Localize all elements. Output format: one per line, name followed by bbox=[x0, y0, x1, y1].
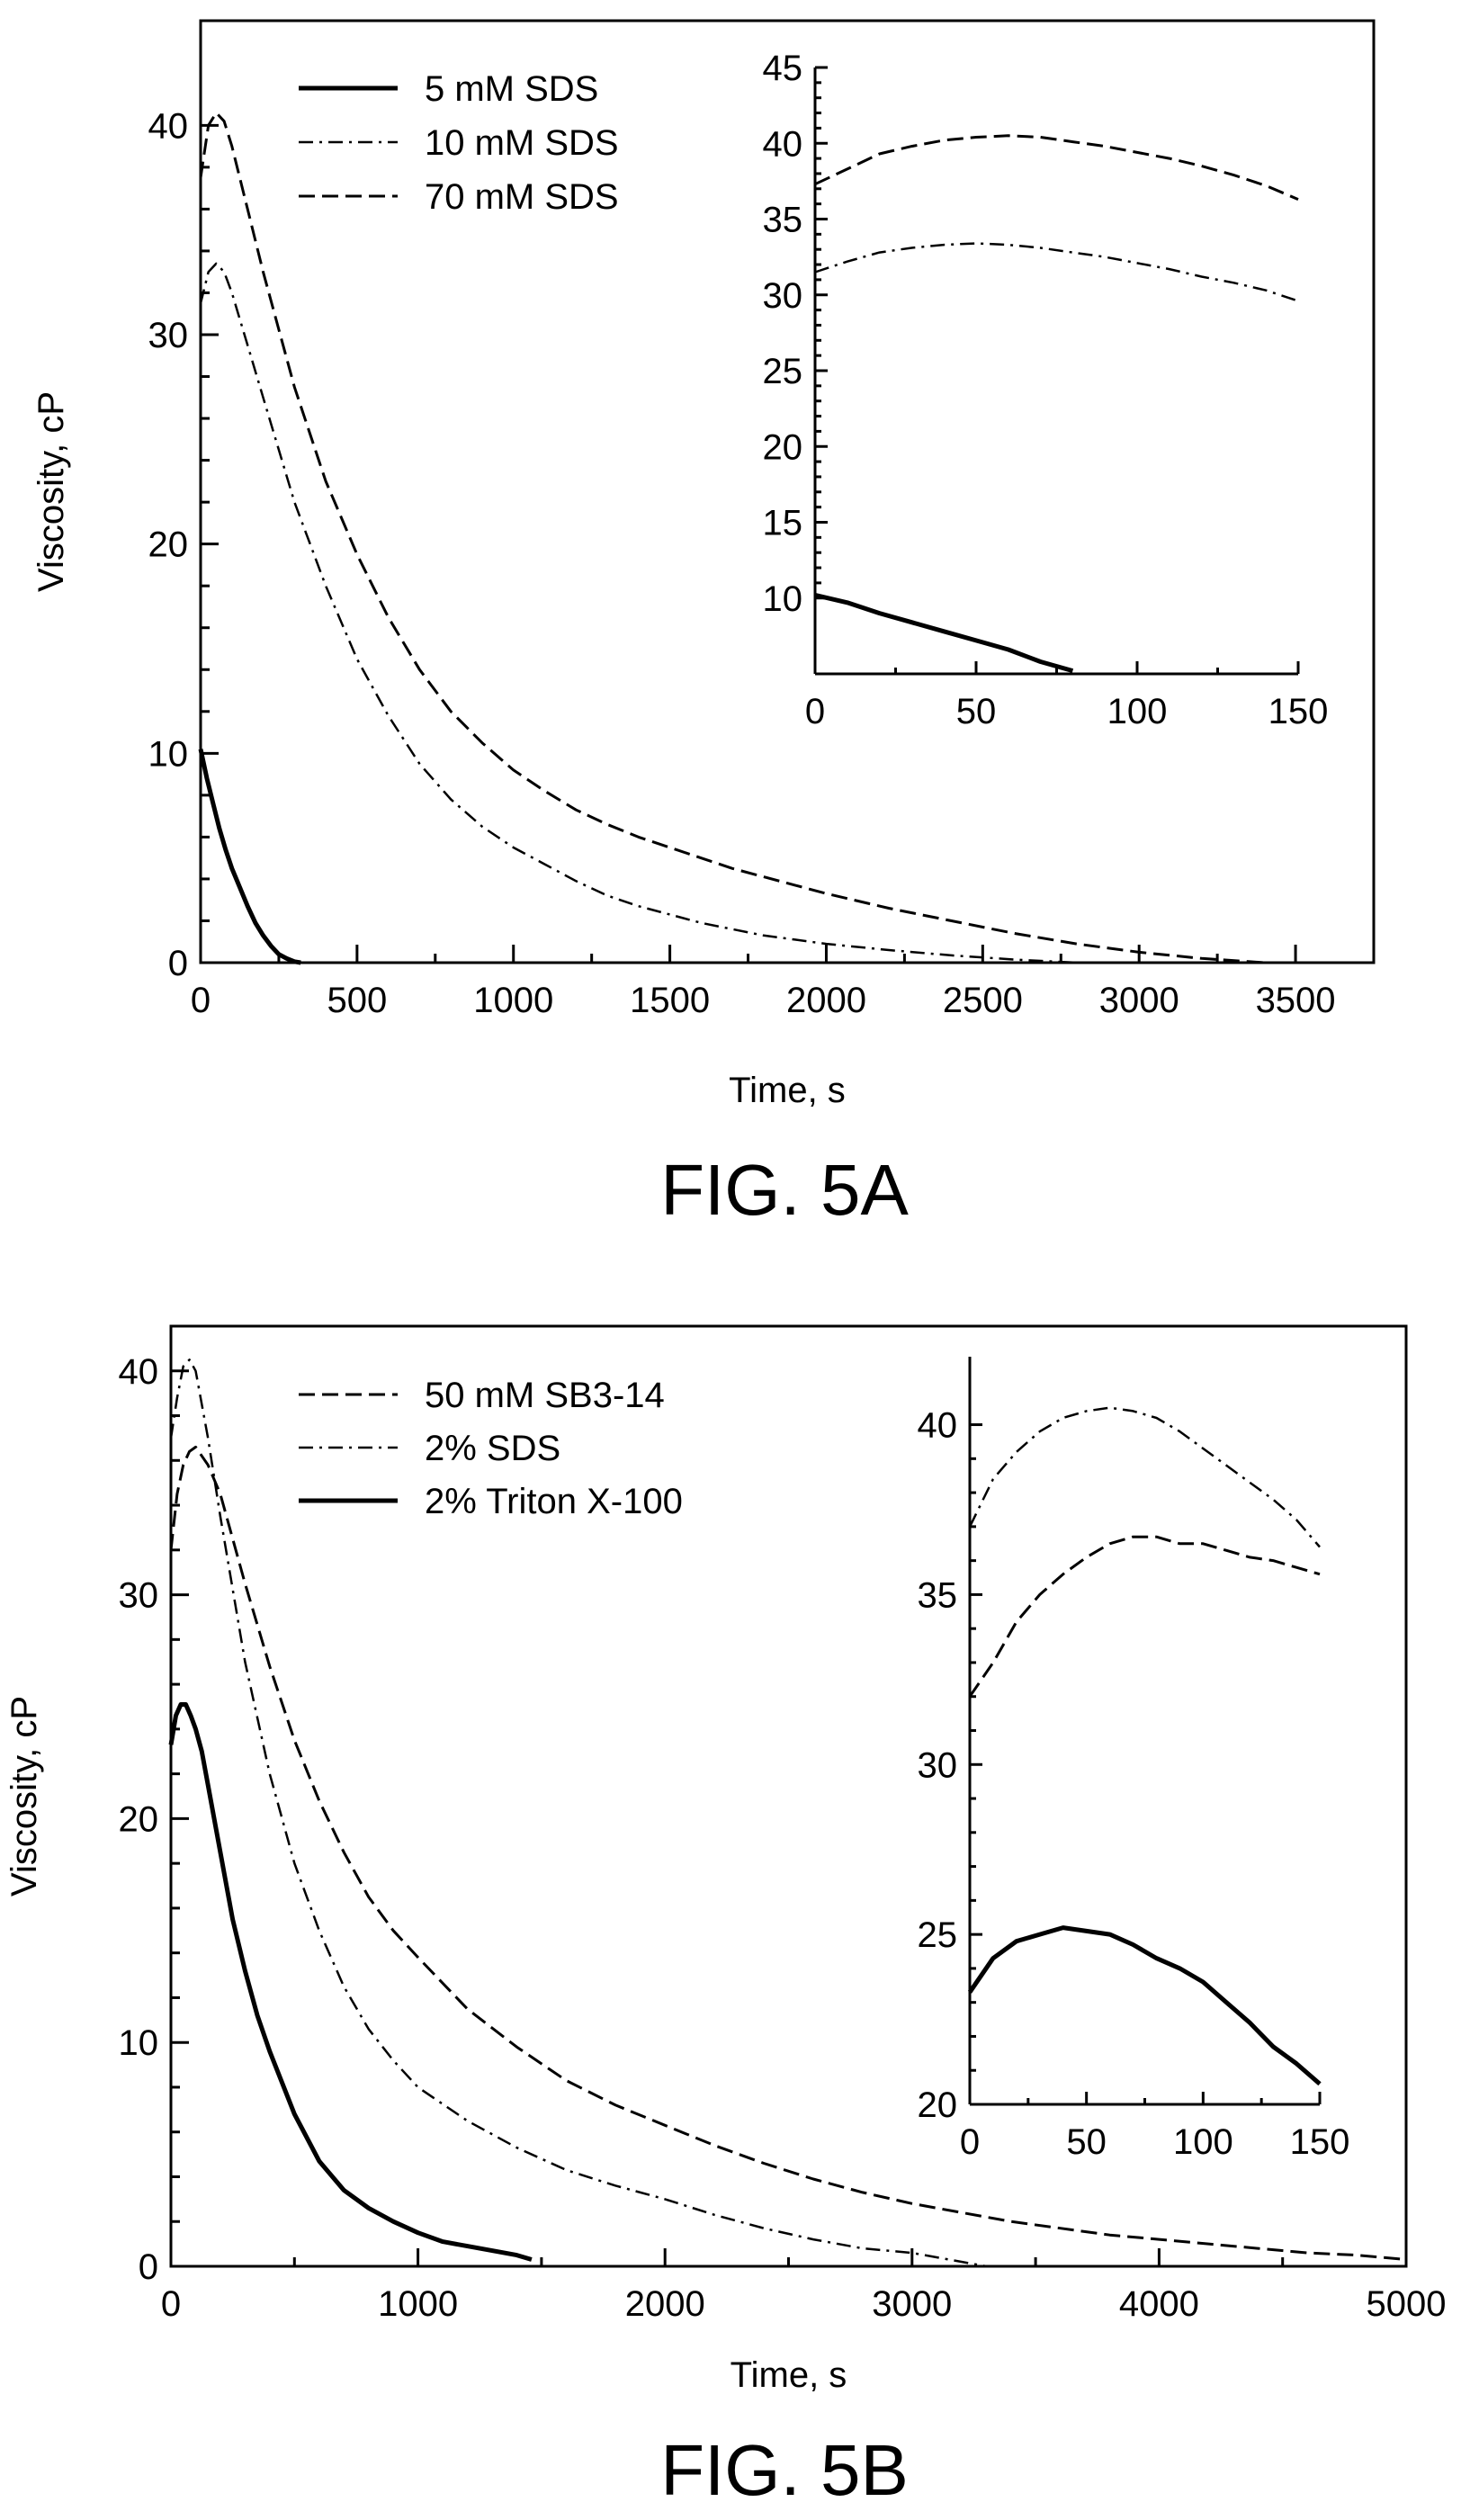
inset-y-tick-label: 45 bbox=[763, 49, 803, 88]
main-plot-frame bbox=[199, 19, 1376, 964]
main-x-tick-label: 500 bbox=[327, 981, 387, 1020]
figure-caption: FIG. 5A bbox=[660, 1150, 909, 1230]
main-x-tick-label: 1000 bbox=[378, 2284, 458, 2324]
inset-chart: 0 50 100 150 20 25 30 35 40 bbox=[918, 1357, 1350, 2162]
inset-series-line bbox=[967, 1925, 1322, 2086]
main-x-tick-label: 1500 bbox=[630, 981, 710, 1020]
inset-y-tick-label: 10 bbox=[763, 579, 803, 619]
main-x-tick-label: 2000 bbox=[625, 2284, 705, 2324]
legend-label: 2% SDS bbox=[425, 1429, 560, 1468]
legend-label: 5 mM SDS bbox=[425, 69, 598, 109]
inset-y-tick-label: 20 bbox=[918, 2085, 958, 2125]
main-y-tick-label: 20 bbox=[119, 1799, 159, 1839]
inset-series-line bbox=[814, 242, 1299, 302]
main-x-tick-label: 0 bbox=[191, 981, 211, 1020]
inset-x-tick-label: 50 bbox=[956, 692, 997, 731]
inset-y-tick-label: 40 bbox=[918, 1406, 958, 1446]
main-x-tick-label: 2500 bbox=[943, 981, 1023, 1020]
y-axis-label: Viscosity, cP bbox=[31, 391, 71, 592]
main-y-tick-label: 10 bbox=[119, 2023, 159, 2063]
main-y-tick-label: 20 bbox=[148, 525, 189, 565]
inset-y-tick-label: 25 bbox=[918, 1915, 958, 1955]
legend-label: 10 mM SDS bbox=[425, 123, 619, 163]
main-series-line bbox=[198, 749, 301, 965]
inset-series-line bbox=[968, 1535, 1321, 1698]
main-x-tick-label: 5000 bbox=[1367, 2284, 1447, 2324]
inset-y-tick-label: 20 bbox=[763, 427, 803, 467]
main-y-tick-label: 10 bbox=[148, 734, 189, 774]
inset-x-tick-label: 0 bbox=[805, 692, 825, 731]
inset-series-line bbox=[814, 134, 1299, 201]
figure-caption: FIG. 5B bbox=[660, 2430, 909, 2510]
inset-y-tick-label: 40 bbox=[763, 124, 803, 164]
inset-chart: 0 50 100 150 10 15 20 25 30 35 40 45 bbox=[763, 49, 1329, 731]
figure-5a-panel: 0 500 1000 1500 2000 2500 3000 3500010203040Tim… bbox=[31, 19, 1376, 1230]
inset-x-tick-label: 0 bbox=[960, 2122, 980, 2162]
main-y-tick-label: 0 bbox=[139, 2247, 158, 2287]
inset-y-tick-label: 15 bbox=[763, 504, 803, 543]
inset-x-tick-label: 150 bbox=[1268, 692, 1329, 731]
main-y-tick-label: 40 bbox=[148, 106, 189, 146]
legend: 5 mM SDS 10 mM SDS 70 mM SDS bbox=[299, 69, 619, 217]
inset-y-tick-label: 30 bbox=[763, 276, 803, 316]
main-x-tick-label: 4000 bbox=[1119, 2284, 1199, 2324]
main-x-tick-label: 1000 bbox=[473, 981, 553, 1020]
inset-series-line bbox=[814, 592, 1074, 674]
main-x-tick-label: 2000 bbox=[786, 981, 866, 1020]
main-x-tick-label: 3500 bbox=[1256, 981, 1336, 1020]
legend-label: 70 mM SDS bbox=[425, 177, 619, 217]
inset-y-tick-label: 25 bbox=[763, 352, 803, 391]
main-y-tick-label: 30 bbox=[148, 316, 189, 355]
x-axis-label: Time, s bbox=[731, 2355, 847, 2395]
legend: 50 mM SB3-14 2% SDS 2% Triton X-100 bbox=[299, 1376, 683, 1521]
inset-x-tick-label: 100 bbox=[1173, 2122, 1233, 2162]
legend-label: 2% Triton X-100 bbox=[425, 1482, 683, 1521]
inset-x-tick-label: 100 bbox=[1107, 692, 1168, 731]
main-series-line bbox=[168, 1702, 533, 2262]
legend-label: 50 mM SB3-14 bbox=[425, 1376, 665, 1415]
main-series-line bbox=[199, 111, 1265, 964]
inset-x-tick-label: 50 bbox=[1066, 2122, 1107, 2162]
main-y-tick-label: 30 bbox=[119, 1576, 159, 1616]
inset-y-tick-label: 35 bbox=[763, 201, 803, 240]
y-axis-label: Viscosity, cP bbox=[4, 1696, 44, 1897]
inset-series-line bbox=[968, 1406, 1321, 1548]
inset-y-tick-label: 35 bbox=[918, 1575, 958, 1615]
main-x-tick-label: 3000 bbox=[1099, 981, 1179, 1020]
main-x-tick-label: 0 bbox=[161, 2284, 181, 2324]
inset-y-tick-label: 30 bbox=[918, 1745, 958, 1785]
main-x-tick-label: 3000 bbox=[872, 2284, 952, 2324]
main-series-line bbox=[199, 262, 1077, 964]
main-y-tick-label: 0 bbox=[168, 944, 188, 983]
main-y-tick-label: 40 bbox=[119, 1352, 159, 1392]
x-axis-label: Time, s bbox=[729, 1071, 846, 1110]
inset-x-tick-label: 150 bbox=[1290, 2122, 1350, 2162]
